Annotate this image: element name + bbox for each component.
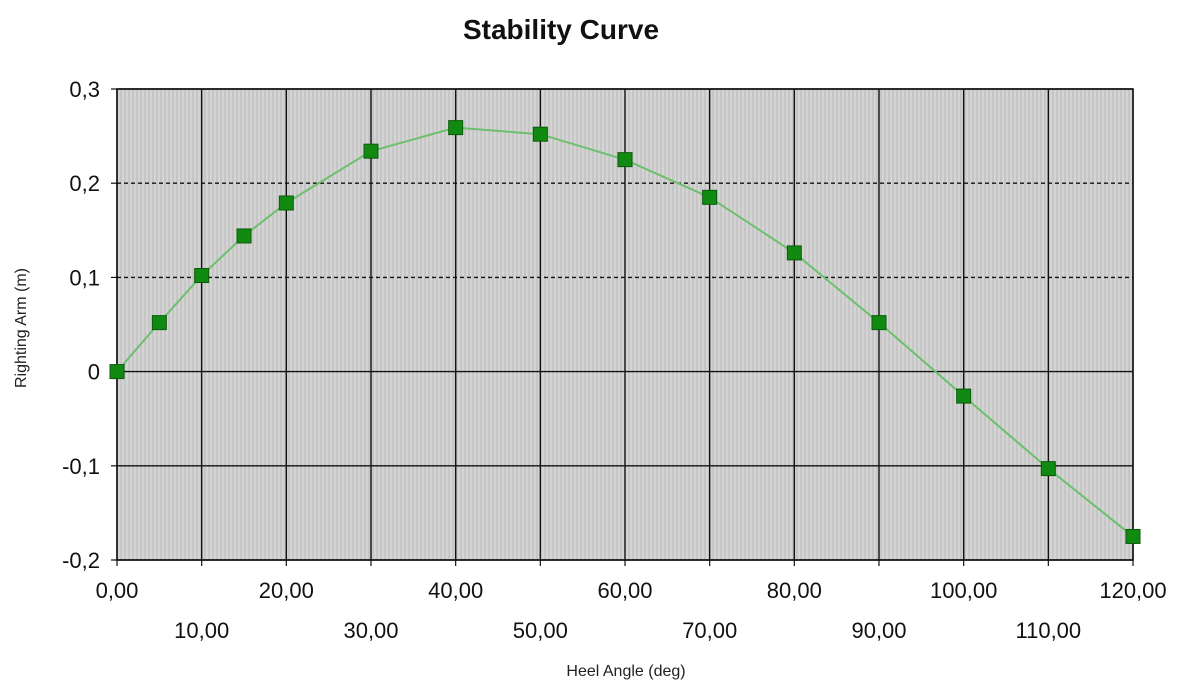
data-point-marker	[532, 126, 548, 142]
x-tick-label: 60,00	[597, 578, 652, 603]
x-tick-label: 120,00	[1099, 578, 1166, 603]
y-tick-label: -0,1	[62, 454, 100, 479]
x-tick-label: 80,00	[767, 578, 822, 603]
data-point-marker	[702, 189, 718, 205]
y-tick-label: -0,2	[62, 548, 100, 573]
x-tick-label: 20,00	[259, 578, 314, 603]
x-tick-label: 50,00	[513, 618, 568, 643]
x-tick-label: 30,00	[343, 618, 398, 643]
data-point-marker	[109, 364, 125, 380]
y-axis-ticks: 0,3 0,2 0,1 0 -0,1 -0,2	[62, 77, 117, 573]
series-markers	[109, 120, 1141, 544]
x-tick-label: 110,00	[1016, 618, 1082, 643]
data-point-marker	[956, 388, 972, 404]
x-tick-label: 40,00	[428, 578, 483, 603]
data-point-marker	[617, 152, 633, 168]
data-point-marker	[1040, 461, 1056, 477]
y-tick-label: 0	[88, 360, 100, 385]
x-tick-label: 90,00	[851, 618, 906, 643]
x-tick-label: 100,00	[930, 578, 997, 603]
x-tick-label: 70,00	[682, 618, 737, 643]
y-tick-label: 0,1	[69, 265, 100, 290]
x-axis-label: Heel Angle (deg)	[566, 663, 685, 680]
vertical-grid	[116, 89, 1134, 560]
data-point-marker	[194, 268, 210, 284]
x-tick-label: 10,00	[174, 618, 229, 643]
data-point-marker	[236, 228, 252, 244]
y-tick-label: 0,3	[69, 77, 100, 102]
y-axis-label: Righting Arm (m)	[13, 268, 30, 388]
data-point-marker	[278, 195, 294, 211]
data-point-marker	[1125, 528, 1141, 544]
x-axis-ticks: 0,00 10,00 20,00 30,00 40,00 50,00 60,00 70,00 8…	[96, 560, 1167, 643]
data-point-marker	[448, 120, 464, 136]
data-point-marker	[151, 315, 167, 331]
data-point-marker	[871, 315, 887, 331]
y-tick-label: 0,2	[69, 171, 100, 196]
data-point-marker	[363, 143, 379, 159]
x-tick-label: 0,00	[96, 578, 139, 603]
chart-title: Stability Curve	[463, 14, 659, 45]
plot-hatch	[120, 89, 1130, 560]
data-point-marker	[786, 245, 802, 261]
